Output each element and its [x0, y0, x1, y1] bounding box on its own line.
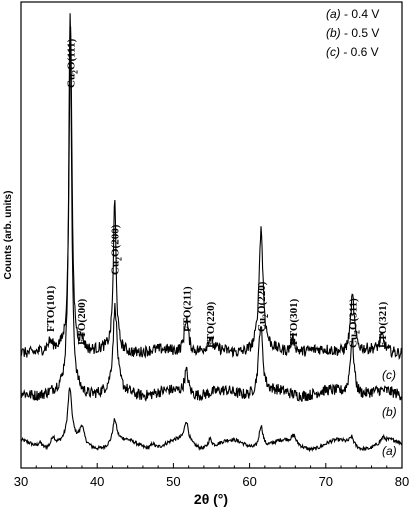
x-tick-label: 30	[14, 474, 28, 489]
peak-label: FTO(301)	[288, 298, 300, 345]
x-axis-title: 2θ (°)	[194, 491, 228, 507]
x-tick-label: 80	[395, 474, 409, 489]
x-tick-label: 60	[242, 474, 256, 489]
legend-entry: (c) - 0.6 V	[326, 45, 379, 59]
x-tick-label: 50	[166, 474, 180, 489]
series-line-b	[20, 13, 403, 402]
peak-label: FTO(101)	[45, 285, 57, 332]
plot-frame	[20, 1, 403, 469]
curve-tags: (a) (b) (c)	[382, 368, 397, 458]
series-line-c	[20, 26, 403, 360]
peak-label: Cu2O(111)	[66, 38, 80, 88]
legend: (a) - 0.4 V (b) - 0.5 V (c) - 0.6 V	[326, 7, 379, 59]
peak-label: FTO(321)	[377, 301, 389, 348]
y-axis-title: Counts (arb. units)	[3, 191, 14, 280]
peak-labels: FTO(101) Cu2O(111) FTO(200) Cu2O(200) FTO(21…	[45, 38, 389, 348]
x-ticks: 30 40 50 60 70 80	[14, 463, 409, 489]
curve-tag: (b)	[382, 405, 397, 419]
curve-tag: (c)	[382, 368, 396, 382]
peak-label: FTO(220)	[205, 301, 217, 348]
curve-tag: (a)	[382, 444, 397, 458]
x-tick-label: 40	[90, 474, 104, 489]
peak-label: FTO(211)	[181, 286, 193, 332]
peak-label: Cu2O(200)	[110, 224, 124, 275]
series-group	[20, 13, 403, 453]
series-line-a	[20, 387, 403, 453]
peak-label: FTO(200)	[76, 298, 88, 345]
peak-label: Cu2O(220)	[256, 281, 270, 332]
x-tick-label: 70	[319, 474, 333, 489]
peak-label: Cu2O(311)	[347, 298, 361, 348]
legend-entry: (b) - 0.5 V	[326, 26, 379, 40]
legend-entry: (a) - 0.4 V	[326, 7, 379, 21]
